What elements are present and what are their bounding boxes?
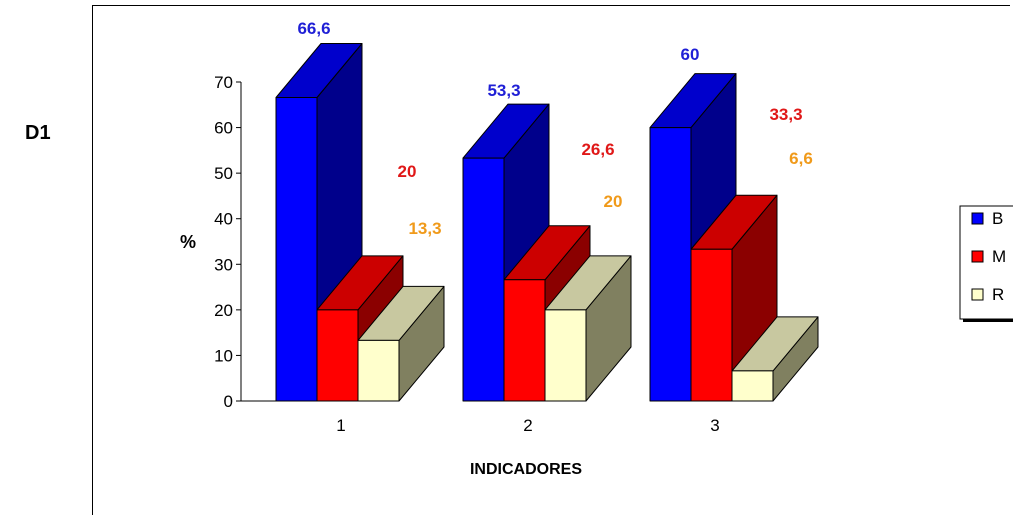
y-tick-label: 40 xyxy=(214,210,233,229)
bars xyxy=(275,42,819,402)
legend-label: M xyxy=(992,247,1006,266)
data-label: 60 xyxy=(681,45,700,64)
y-tick-label: 10 xyxy=(214,346,233,365)
bar-r xyxy=(544,309,587,402)
data-labels: 66,6 20 13,3 53,3 26,6 20 60 33,3 6,6 xyxy=(297,19,812,238)
x-tick-label: 1 xyxy=(336,416,345,435)
x-tick-label: 2 xyxy=(523,416,532,435)
y-tick-label: 60 xyxy=(214,119,233,138)
data-label: 20 xyxy=(604,192,623,211)
y-tick-label: 50 xyxy=(214,164,233,183)
legend-swatch xyxy=(971,250,984,263)
legend-swatch xyxy=(971,288,984,301)
y-axis-label: % xyxy=(180,232,196,252)
axes: 0 10 20 30 40 50 60 70% INDICADORES 1 2 3 xyxy=(180,73,720,478)
y-tick-label: 20 xyxy=(214,301,233,320)
data-label: 20 xyxy=(398,162,417,181)
bar-r xyxy=(357,339,400,402)
data-label: 26,6 xyxy=(581,140,614,159)
data-label: 53,3 xyxy=(487,81,520,100)
legend-label: B xyxy=(992,209,1003,228)
bar-b xyxy=(462,157,505,402)
bar-m xyxy=(316,309,359,402)
legend-box xyxy=(959,205,1013,320)
legend-label: R xyxy=(992,285,1004,304)
chart-frame xyxy=(92,5,1010,515)
data-label: 66,6 xyxy=(297,19,330,38)
data-label: 13,3 xyxy=(408,219,441,238)
bar-m xyxy=(503,279,546,402)
y-tick-label: 70 xyxy=(214,73,233,92)
data-label: 6,6 xyxy=(789,149,813,168)
bar-m xyxy=(690,248,733,402)
y-tick-label: 0 xyxy=(224,392,233,411)
data-label: 33,3 xyxy=(769,105,802,124)
x-axis-label: INDICADORES xyxy=(470,461,582,478)
y-tick-label: 30 xyxy=(214,255,233,274)
bar-b xyxy=(649,127,692,402)
legend-swatch xyxy=(971,212,984,225)
bar-r xyxy=(731,370,774,402)
legend: BMR xyxy=(959,205,1013,322)
x-tick-label: 3 xyxy=(710,416,719,435)
bar-b xyxy=(275,96,318,402)
side-label: D1 xyxy=(25,122,51,144)
